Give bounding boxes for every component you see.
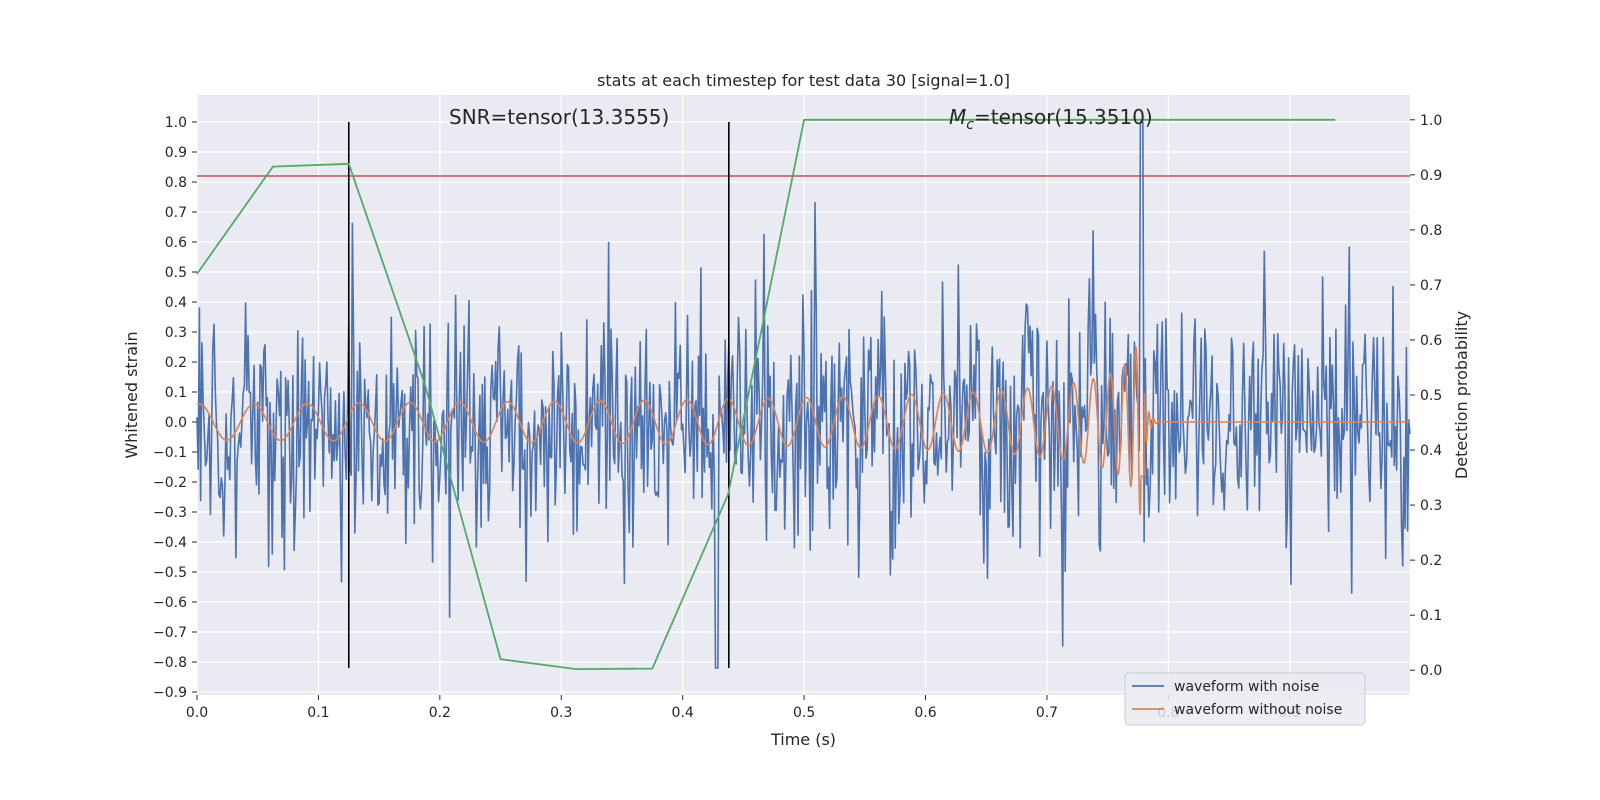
y-tick-label: −0.3 [153,505,187,521]
x-tick-label: 0.6 [914,705,936,721]
x-tick-label: 0.4 [672,705,694,721]
y2-tick-label: 0.0 [1420,663,1442,679]
y-tick-label: 0.5 [165,265,187,281]
y-tick-label: 0.4 [165,295,187,311]
y-tick-label: 0.6 [165,235,187,251]
y-tick-label: −0.7 [153,625,187,641]
y-tick-label: −0.1 [153,445,187,461]
y2-tick-label: 0.5 [1420,388,1442,404]
axes: 0.0 0.1 0.2 0.3 0.4 0.5 0.6 0.7 0.8 0.9 1.0 0.9 0.8 0… [153,113,1442,721]
y2-tick-label: 0.8 [1420,223,1442,239]
x-tick-label: 0.0 [186,705,208,721]
y-tick-label: 0.9 [165,145,187,161]
y2-tick-label: 0.6 [1420,333,1442,349]
y2-tick-label: 0.1 [1420,608,1442,624]
y2-tick-label: 0.3 [1420,498,1442,514]
plot-area [197,95,1410,695]
chirp-mass-value: =tensor(15.3510) [974,105,1153,129]
y2-tick-label: 1.0 [1420,113,1442,129]
y-tick-label: 1.0 [165,115,187,131]
chirp-mass-annotation: Mc=tensor(15.3510) [949,105,1153,133]
y-tick-label: 0.1 [165,385,187,401]
y-tick-label: −0.4 [153,535,187,551]
x-tick-label: 0.7 [1036,705,1058,721]
series-detection-probability [196,118,1336,670]
y-tick-label: 0.7 [165,205,187,221]
snr-annotation: SNR=tensor(13.3555) [449,105,669,129]
y2-tick-label: 0.7 [1420,278,1442,294]
legend-box [1124,672,1366,726]
y-tick-label: 0.3 [165,325,187,341]
legend: waveform with noise waveform without noi… [1124,672,1366,726]
series-waveform-without-noise [196,346,1411,515]
series-layer [196,118,1411,670]
series-waveform-with-noise [196,121,1411,669]
x-tick-label: 0.3 [550,705,572,721]
x-tick-label: 0.1 [307,705,329,721]
legend-label-noisy: waveform with noise [1174,679,1319,695]
y-tick-label: −0.8 [153,655,187,671]
y-axis-label: Whitened strain [122,331,141,458]
chart-title: stats at each timestep for test data 30 … [597,71,1010,90]
y-tick-label: 0.2 [165,355,187,371]
y2-axis-label: Detection probability [1452,311,1471,479]
x-tick-label: 0.5 [793,705,815,721]
y-tick-label: −0.6 [153,595,187,611]
y2-tick-label: 0.4 [1420,443,1442,459]
chirp-mass-subscript: c [966,117,974,133]
y-tick-label: −0.5 [153,565,187,581]
y2-tick-label: 0.9 [1420,168,1442,184]
legend-label-clean: waveform without noise [1174,702,1342,718]
y-tick-label: −0.9 [153,685,187,701]
x-tick-label: 0.2 [429,705,451,721]
x-axis-label: Time (s) [770,730,836,749]
y2-tick-label: 0.2 [1420,553,1442,569]
chirp-mass-symbol: M [949,105,966,129]
y-tick-label: 0.8 [165,175,187,191]
y-tick-label: 0.0 [165,415,187,431]
y-tick-label: −0.2 [153,475,187,491]
